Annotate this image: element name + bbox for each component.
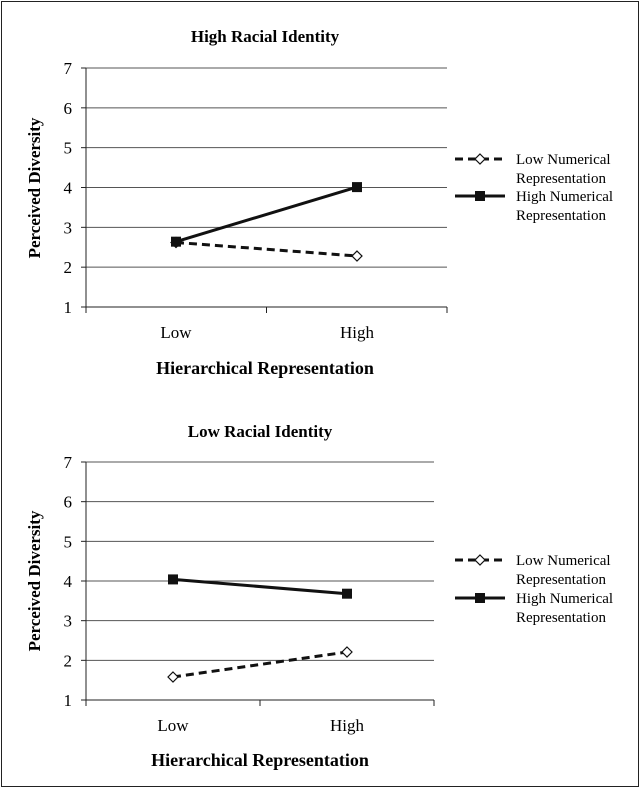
series-line bbox=[175, 185, 358, 244]
y-tick-label: 2 bbox=[64, 258, 73, 277]
x-axis-label: Hierarchical Representation bbox=[151, 750, 369, 770]
x-tick-label: High bbox=[330, 716, 365, 735]
data-point-diamond bbox=[341, 646, 353, 658]
legend-marker-square bbox=[475, 593, 485, 603]
y-tick-label: 5 bbox=[64, 532, 73, 551]
chart-low-racial-identity: Low Racial Identity Hierarchical Represe… bbox=[25, 422, 613, 770]
legend-entry-label: Representation bbox=[516, 572, 606, 588]
x-tick-label: High bbox=[340, 323, 375, 342]
legend-marker-square bbox=[475, 191, 485, 201]
x-tick-label: Low bbox=[157, 716, 189, 735]
y-tick-label: 6 bbox=[64, 493, 73, 512]
y-tick-label: 4 bbox=[64, 179, 73, 198]
chart-high-racial-identity: High Racial Identity Hierarchical Repres… bbox=[25, 27, 613, 378]
legend-entry-label: High Numerical bbox=[516, 591, 613, 607]
y-axis-label: Perceived Diversity bbox=[25, 117, 44, 258]
legend-entry-label: Representation bbox=[516, 171, 606, 187]
legend-marker-diamond bbox=[474, 554, 486, 566]
data-point-square bbox=[171, 236, 181, 247]
y-tick-label: 3 bbox=[64, 218, 73, 237]
data-point-square bbox=[342, 588, 352, 599]
y-tick-label: 1 bbox=[64, 298, 73, 317]
y-tick-label: 7 bbox=[64, 59, 73, 78]
legend-entry-label: Low Numerical bbox=[516, 553, 611, 569]
y-tick-label: 7 bbox=[64, 453, 73, 472]
data-point-square bbox=[168, 574, 178, 585]
legend-entry-label: Representation bbox=[516, 610, 606, 626]
legend-marker-diamond bbox=[474, 153, 486, 165]
chart-title: High Racial Identity bbox=[191, 27, 340, 46]
y-tick-label: 4 bbox=[64, 572, 73, 591]
y-tick-label: 5 bbox=[64, 139, 73, 158]
x-axis-label: Hierarchical Representation bbox=[156, 358, 374, 378]
legend-entry-label: Representation bbox=[516, 208, 606, 224]
data-point-diamond bbox=[167, 671, 179, 683]
chart-title: Low Racial Identity bbox=[188, 422, 333, 441]
y-tick-label: 1 bbox=[64, 691, 73, 710]
series-line bbox=[172, 650, 348, 679]
legend-entry-label: High Numerical bbox=[516, 189, 613, 205]
series-line bbox=[175, 240, 358, 258]
y-tick-label: 2 bbox=[64, 651, 73, 670]
data-point-square bbox=[352, 182, 362, 193]
x-tick-label: Low bbox=[160, 323, 192, 342]
series-line bbox=[172, 577, 348, 596]
y-tick-label: 6 bbox=[64, 99, 73, 118]
y-tick-label: 3 bbox=[64, 612, 73, 631]
data-point-diamond bbox=[351, 250, 363, 262]
y-axis-label: Perceived Diversity bbox=[25, 510, 44, 651]
legend-entry-label: Low Numerical bbox=[516, 152, 611, 168]
